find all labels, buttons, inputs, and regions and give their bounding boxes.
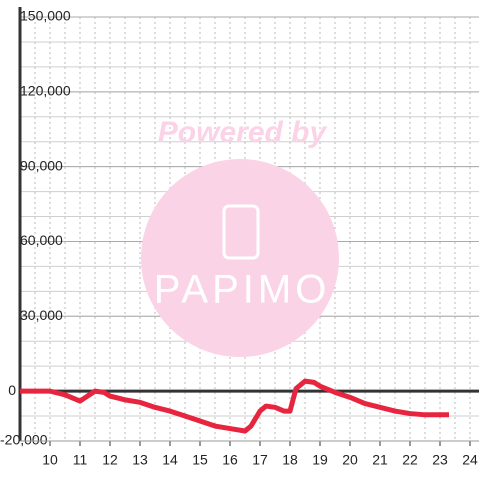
x-tick-label: 10	[42, 452, 58, 468]
x-tick-label: 14	[162, 452, 178, 468]
watermark-text: Powered by	[158, 116, 328, 149]
x-tick-label: 18	[282, 452, 298, 468]
x-tick-label: 15	[192, 452, 208, 468]
y-tick-label: 120,000	[20, 83, 71, 99]
x-tick-label: 17	[252, 452, 268, 468]
y-tick-label: 0	[8, 382, 16, 398]
x-tick-label: 21	[372, 452, 388, 468]
line	[20, 378, 449, 434]
x-tick-label: 19	[312, 452, 328, 468]
x-tick-label: 12	[102, 452, 118, 468]
y-tick-label: 60,000	[20, 232, 63, 248]
y-tick-label: 150,000	[20, 8, 71, 24]
x-tick-label: 11	[73, 452, 88, 468]
y-tick-label: -20,000	[0, 432, 48, 448]
x-tick-label: 20	[342, 452, 358, 468]
x-tick-label: 16	[222, 452, 238, 468]
x-tick-label: 24	[462, 452, 478, 468]
y-tick-label: 90,000	[20, 157, 63, 173]
x-tick-label: 23	[432, 452, 448, 468]
watermark-icon	[222, 204, 260, 260]
watermark-logo: PAPIMO	[154, 268, 331, 312]
y-tick-label: 30,000	[20, 307, 63, 323]
x-tick-label: 22	[402, 452, 418, 468]
x-tick-label: 13	[132, 452, 148, 468]
